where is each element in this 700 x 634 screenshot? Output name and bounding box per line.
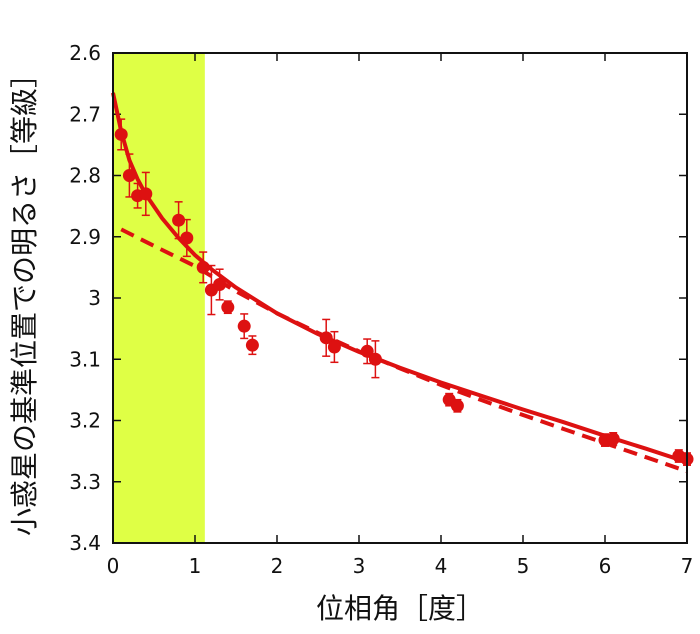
data-point-group — [237, 313, 251, 340]
data-point-group — [221, 300, 235, 315]
y-tick-label: 3 — [88, 286, 101, 310]
y-tick-label: 2.7 — [69, 102, 101, 126]
y-tick-label: 3.3 — [69, 470, 101, 494]
data-point-group — [196, 251, 210, 284]
x-tick-label: 3 — [353, 554, 366, 578]
data-point — [196, 260, 210, 274]
x-tick-label: 0 — [107, 554, 120, 578]
data-point-group — [114, 118, 128, 151]
data-point-group — [360, 338, 374, 365]
fit-curves — [111, 92, 688, 474]
data-point-group — [368, 340, 382, 379]
x-tick-label: 1 — [189, 554, 202, 578]
data-point — [213, 278, 227, 292]
y-tick-labels: 2.6 2.7 2.8 2.9 3 3.1 3.2 3.3 3.4 — [69, 41, 101, 555]
y-tick-label: 2.6 — [69, 41, 101, 65]
highlight-region — [113, 53, 205, 543]
data-point — [606, 432, 620, 446]
y-tick-label: 2.8 — [69, 164, 101, 188]
data-point-group — [327, 330, 341, 364]
data-point-group — [213, 268, 227, 301]
x-tick-label: 5 — [517, 554, 530, 578]
data-point-group — [245, 335, 259, 356]
y-tick-label: 3.2 — [69, 409, 101, 433]
data-point — [319, 331, 333, 345]
data-point-group — [139, 171, 153, 217]
y-tick-label: 3.4 — [69, 531, 101, 555]
x-tick-label: 4 — [435, 554, 448, 578]
data-point — [122, 169, 136, 182]
data-point — [368, 352, 382, 366]
x-tick-labels: 0 1 2 3 4 5 6 7 — [107, 554, 694, 578]
plot-frame — [112, 52, 688, 544]
x-tick-label: 6 — [599, 554, 612, 578]
data-point-group — [319, 318, 333, 357]
x-tick-label: 7 — [681, 554, 694, 578]
data-points — [114, 118, 694, 466]
data-point — [237, 319, 251, 333]
data-point — [360, 344, 374, 358]
data-point — [172, 213, 186, 227]
y-tick-label: 3.1 — [69, 347, 101, 371]
data-point — [221, 300, 235, 314]
data-point-group — [606, 432, 620, 446]
data-point — [180, 231, 194, 245]
data-point — [139, 187, 153, 201]
data-point — [450, 399, 464, 413]
x-axis-title: 位相角［度］ — [316, 592, 484, 625]
data-point — [245, 338, 259, 352]
data-point — [327, 340, 341, 354]
data-point — [114, 127, 128, 141]
solid-fit-curve — [111, 92, 688, 465]
data-point-group — [450, 398, 464, 413]
x-tick-label: 2 — [271, 554, 284, 578]
data-point-group — [180, 218, 194, 258]
data-point-group — [122, 153, 136, 198]
y-tick-label: 2.9 — [69, 225, 101, 249]
y-axis-title: 小惑星の基準位置での明るさ［等級］ — [8, 60, 41, 536]
